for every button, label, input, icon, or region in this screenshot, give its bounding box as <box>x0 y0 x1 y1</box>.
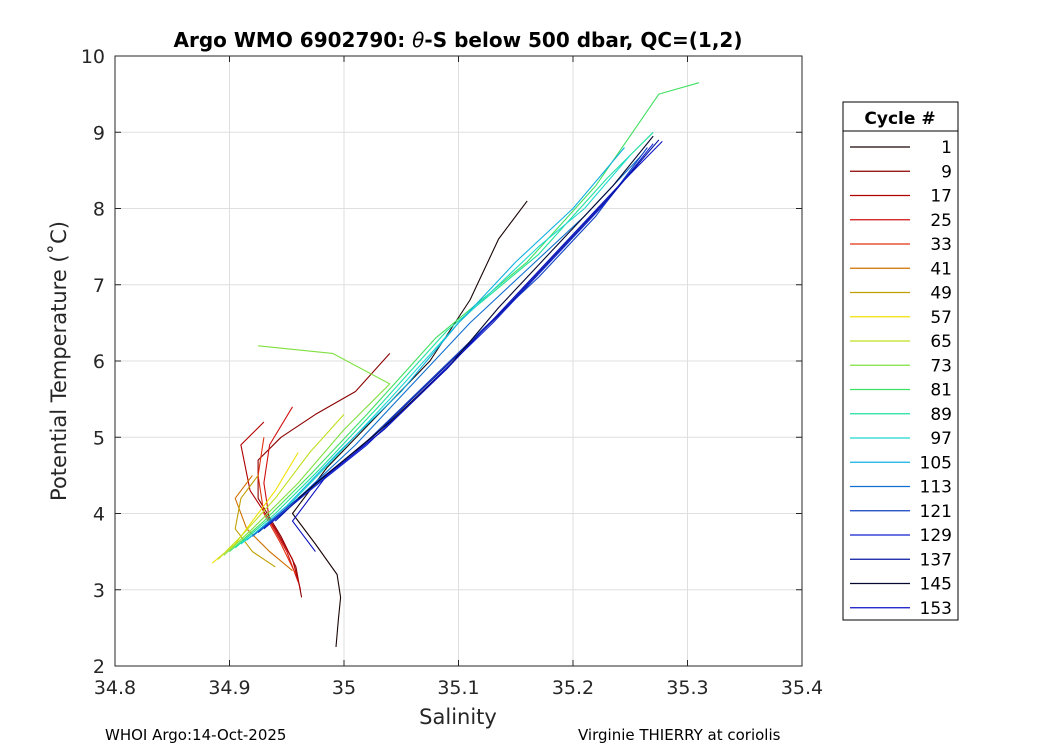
series-line-cycle-49 <box>234 475 276 568</box>
x-tick-label: 35.3 <box>666 677 708 699</box>
legend-label: 9 <box>941 162 952 182</box>
legend-label: 73 <box>930 356 952 376</box>
series-line-cycle-65 <box>217 414 345 560</box>
x-tick-label: 35 <box>332 677 356 699</box>
legend-label: 97 <box>930 429 952 449</box>
legend-box <box>842 101 959 621</box>
series-line-cycle-73 <box>223 345 391 556</box>
series-line-cycle-105 <box>246 147 625 541</box>
tick-layer: 34.8 34.9 35 35.1 35.2 35.3 35.4 2 3 4 5 6 7 8 9 10 <box>81 46 823 699</box>
y-tick-label: 5 <box>93 427 105 449</box>
x-tick-label: 35.1 <box>437 677 479 699</box>
legend-label: 121 <box>920 502 952 522</box>
series-line-cycle-97 <box>240 154 631 545</box>
y-tick-label: 4 <box>93 504 105 526</box>
x-tick-label: 35.2 <box>552 677 594 699</box>
legend-label: 25 <box>930 211 952 231</box>
legend-label: 41 <box>930 259 952 279</box>
y-tick-label: 9 <box>93 122 105 144</box>
y-tick-label: 2 <box>93 656 105 678</box>
x-axis-label: Salinity <box>419 705 497 729</box>
y-tick-label: 8 <box>93 199 105 221</box>
series-line-cycle-33 <box>257 437 297 575</box>
legend-label: 57 <box>930 308 952 328</box>
y-tick-label: 10 <box>81 46 105 68</box>
legend-label: 153 <box>920 599 952 619</box>
legend-label: 113 <box>920 478 952 498</box>
legend-label: 129 <box>920 526 952 546</box>
legend-label: 49 <box>930 284 952 304</box>
series-line-cycle-89 <box>234 131 654 549</box>
y-tick-label: 7 <box>93 275 105 297</box>
footer-left: WHOI Argo:14-Oct-2025 <box>105 726 286 744</box>
chart-title-suffix: -S below 500 dbar, QC=(1,2) <box>424 28 742 52</box>
legend-label: 33 <box>930 235 952 255</box>
legend-label: 105 <box>920 453 952 473</box>
legend: Cycle # 1 9 17 25 33 41 49 57 65 73 81 89 97 105 113 12… <box>842 101 959 621</box>
series-line-cycle-145 <box>297 135 654 499</box>
series-line-cycle-153 <box>291 141 663 552</box>
legend-label: 137 <box>920 550 952 570</box>
legend-label: 81 <box>930 381 952 401</box>
series-line-cycle-81 <box>229 82 700 553</box>
x-tick-label: 35.4 <box>781 677 823 699</box>
footer-right: Virginie THIERRY at coriolis <box>578 726 781 744</box>
x-tick-label: 34.8 <box>94 677 136 699</box>
legend-label: 17 <box>930 187 952 207</box>
y-tick-label: 3 <box>93 580 105 602</box>
series-line-cycle-113 <box>252 154 643 537</box>
chart-title-theta: θ <box>412 28 424 52</box>
legend-title: Cycle # <box>864 109 935 129</box>
legend-label: 1 <box>941 138 952 158</box>
y-axis-label: Potential Temperature (˚C) <box>47 221 71 501</box>
series-line-cycle-17 <box>240 421 302 590</box>
chart-title-prefix: Argo WMO 6902790: <box>174 28 413 52</box>
chart-title: Argo WMO 6902790: θ-S below 500 dbar, QC… <box>174 28 743 52</box>
x-tick-label: 34.9 <box>208 677 250 699</box>
legend-label: 89 <box>930 405 952 425</box>
legend-entries: 1 9 17 25 33 41 49 57 65 73 81 89 97 105 113 121 129 137 1… <box>850 138 952 619</box>
y-tick-label: 6 <box>93 351 105 373</box>
series-layer <box>211 82 700 647</box>
legend-label: 145 <box>920 575 952 595</box>
legend-label: 65 <box>930 332 952 352</box>
